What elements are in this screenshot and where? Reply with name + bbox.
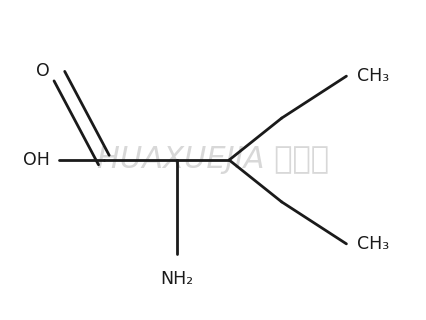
- Text: OH: OH: [23, 151, 50, 169]
- Text: HUAXUEJIA 化学加: HUAXUEJIA 化学加: [97, 146, 329, 174]
- Text: NH₂: NH₂: [160, 270, 193, 288]
- Text: CH₃: CH₃: [357, 67, 389, 85]
- Text: O: O: [36, 62, 50, 80]
- Text: CH₃: CH₃: [357, 235, 389, 253]
